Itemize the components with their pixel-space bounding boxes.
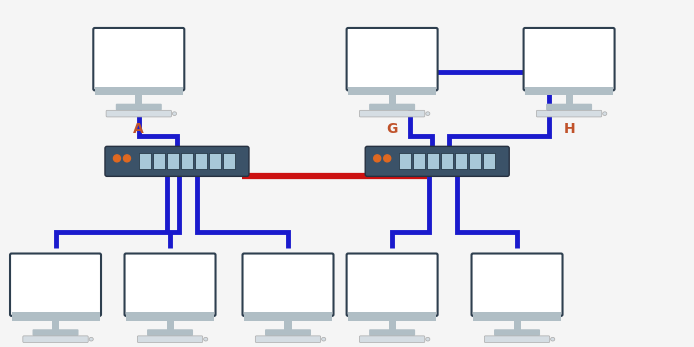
FancyBboxPatch shape [10,254,101,316]
Bar [135,93,142,105]
Bar [126,312,214,321]
Text: H: H [564,122,575,136]
Bar [167,153,179,169]
Bar [285,319,291,330]
FancyBboxPatch shape [93,28,185,90]
Bar [428,153,439,169]
FancyBboxPatch shape [265,329,311,336]
Bar [473,312,561,321]
FancyBboxPatch shape [242,254,334,316]
FancyBboxPatch shape [147,329,193,336]
FancyBboxPatch shape [346,254,438,316]
Circle shape [114,155,121,162]
FancyBboxPatch shape [484,336,550,342]
FancyBboxPatch shape [23,336,88,342]
FancyBboxPatch shape [255,336,321,342]
Bar [52,319,59,330]
Bar [153,153,165,169]
Ellipse shape [172,112,176,116]
FancyBboxPatch shape [536,110,602,117]
FancyBboxPatch shape [494,329,540,336]
Ellipse shape [321,337,325,341]
Bar [195,153,207,169]
Bar [469,153,481,169]
Bar [244,312,332,321]
Bar [413,153,425,169]
FancyBboxPatch shape [359,110,425,117]
FancyBboxPatch shape [365,146,509,176]
Text: G: G [387,122,398,136]
Bar [223,153,235,169]
Bar [455,153,467,169]
Ellipse shape [89,337,93,341]
Bar [483,153,496,169]
Bar [12,312,99,321]
Bar [399,153,412,169]
FancyBboxPatch shape [346,28,438,90]
FancyBboxPatch shape [124,254,216,316]
Bar [348,312,436,321]
Circle shape [374,155,381,162]
Bar [181,153,193,169]
Ellipse shape [425,112,430,116]
FancyBboxPatch shape [33,329,78,336]
Bar [167,319,174,330]
Bar [95,87,183,95]
FancyBboxPatch shape [106,110,171,117]
Bar [441,153,453,169]
Bar [209,153,221,169]
FancyBboxPatch shape [471,254,563,316]
Text: A: A [133,122,144,136]
FancyBboxPatch shape [105,146,249,176]
Bar [525,87,613,95]
Bar [389,319,396,330]
FancyBboxPatch shape [523,28,615,90]
Ellipse shape [203,337,208,341]
Circle shape [384,155,391,162]
FancyBboxPatch shape [137,336,203,342]
Bar [389,93,396,105]
Ellipse shape [425,337,430,341]
FancyBboxPatch shape [116,104,162,110]
Bar [348,87,436,95]
Bar [514,319,520,330]
FancyBboxPatch shape [369,329,415,336]
Circle shape [124,155,130,162]
Ellipse shape [602,112,607,116]
FancyBboxPatch shape [369,104,415,110]
FancyBboxPatch shape [359,336,425,342]
Ellipse shape [550,337,555,341]
Bar [566,93,573,105]
FancyBboxPatch shape [546,104,592,110]
Bar [139,153,151,169]
